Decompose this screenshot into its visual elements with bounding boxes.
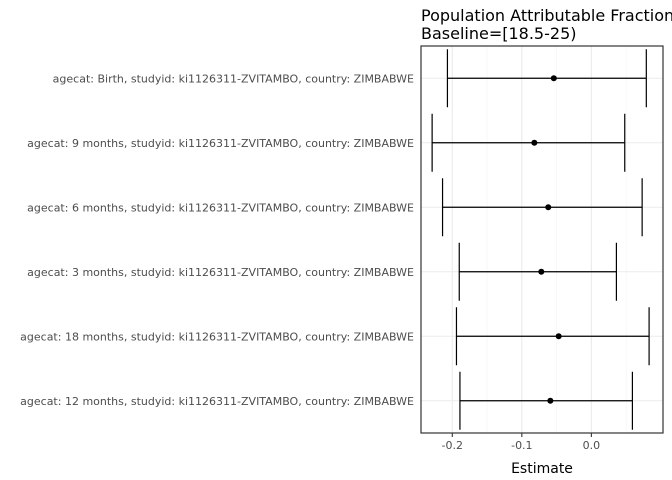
category-label: agecat: 9 months, studyid: ki1126311-ZVI…	[27, 137, 414, 150]
category-label: agecat: 12 months, studyid: ki1126311-ZV…	[20, 395, 414, 408]
category-label: agecat: 3 months, studyid: ki1126311-ZVI…	[27, 266, 414, 279]
chart-title-line-1: Population Attributable Fraction	[421, 6, 672, 25]
point-estimate	[531, 139, 538, 146]
chart-title-line-2: Baseline=[18.5-25)	[421, 24, 576, 43]
x-tick-label: 0.0	[583, 439, 601, 452]
point-estimate	[538, 268, 545, 275]
category-label: agecat: Birth, studyid: ki1126311-ZVITAM…	[53, 72, 414, 85]
x-axis-title: Estimate	[511, 461, 573, 477]
point-estimate	[550, 75, 557, 82]
x-tick-label: -0.1	[511, 439, 532, 452]
panel-border	[420, 45, 664, 434]
point-estimate	[545, 204, 552, 211]
category-label: agecat: 18 months, studyid: ki1126311-ZV…	[20, 330, 414, 343]
category-label: agecat: 6 months, studyid: ki1126311-ZVI…	[27, 201, 414, 214]
plot-area: agecat: Birth, studyid: ki1126311-ZVITAM…	[20, 45, 664, 452]
x-tick-label: -0.2	[442, 439, 463, 452]
point-estimate	[547, 397, 554, 404]
point-estimate	[555, 333, 562, 340]
